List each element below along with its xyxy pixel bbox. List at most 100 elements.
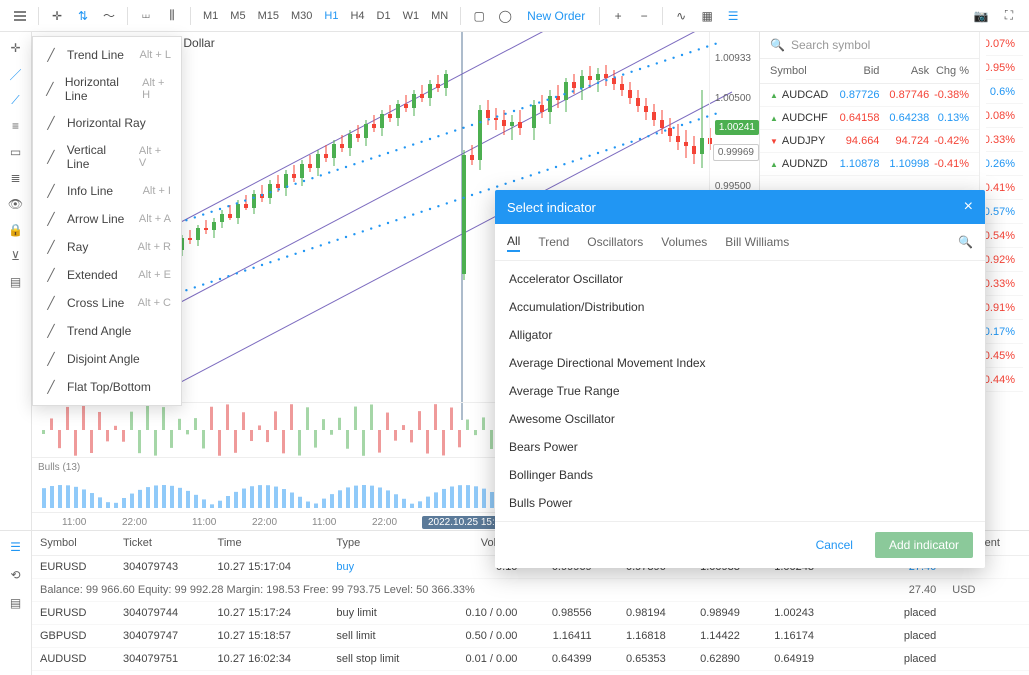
indicator-item[interactable]: Alligator	[495, 321, 985, 349]
box-icon[interactable]: ▢	[467, 4, 491, 28]
modal-tabs: All Trend Oscillators Volumes Bill Williams 🔍	[495, 224, 985, 261]
order-row[interactable]: AUDUSD30407975110.27 16:02:34sell stop l…	[32, 648, 1029, 671]
timeframe-H1[interactable]: H1	[318, 4, 344, 28]
line-item-cross[interactable]: ╱Cross LineAlt + C	[33, 289, 181, 317]
search-icon[interactable]: 🔍	[958, 235, 973, 249]
watchlist-header: Symbol Bid Ask Chg %	[760, 59, 979, 84]
list-view-icon[interactable]: ☰	[4, 535, 28, 559]
eye-tool-icon[interactable]: 👁	[4, 192, 28, 216]
timeframe-MN[interactable]: MN	[425, 4, 454, 28]
camera-icon[interactable]: 📷	[969, 4, 993, 28]
line-item-hline[interactable]: ╱Horizontal LineAlt + H	[33, 69, 181, 109]
tab-all[interactable]: All	[507, 232, 520, 252]
symbol-row[interactable]: ▼AUDJPY94.66494.724-0.42%	[760, 130, 979, 153]
line-item-hray[interactable]: ╱Horizontal Ray	[33, 109, 181, 137]
indicator-item[interactable]: Bears Power	[495, 433, 985, 461]
timeframe-H4[interactable]: H4	[344, 4, 370, 28]
line-item-ray[interactable]: ╱RayAlt + R	[33, 233, 181, 261]
chg-value: -0.33%	[986, 128, 1023, 152]
line-item-info[interactable]: ╱Info LineAlt + I	[33, 177, 181, 205]
ref-price-box: 0.99969	[713, 144, 759, 161]
text-tool-icon[interactable]: ≣	[4, 166, 28, 190]
list-icon[interactable]: ☰	[721, 4, 745, 28]
cancel-button[interactable]: Cancel	[802, 532, 867, 558]
bar-chart-icon[interactable]: ⏙	[134, 4, 158, 28]
indicator-item[interactable]: Accelerator Oscillator	[495, 265, 985, 293]
direction-icon: ▲	[770, 160, 778, 169]
timeframe-M30[interactable]: M30	[285, 4, 318, 28]
indicator-item[interactable]: Accumulation/Distribution	[495, 293, 985, 321]
minus-icon[interactable]: −	[632, 4, 656, 28]
line-tool-icon[interactable]: ⟋	[4, 88, 28, 112]
separator	[38, 7, 39, 25]
line-item-angle[interactable]: ╱Trend Angle	[33, 317, 181, 345]
add-indicator-button[interactable]: Add indicator	[875, 532, 973, 558]
timeframe-M5[interactable]: M5	[224, 4, 251, 28]
chg-value: -0.92%	[986, 248, 1023, 272]
tab-trend[interactable]: Trend	[538, 233, 569, 251]
indicator-item[interactable]: Bulls Power	[495, 489, 985, 517]
timeframe-M15[interactable]: M15	[252, 4, 285, 28]
separator	[460, 7, 461, 25]
search-placeholder: Search symbol	[791, 38, 870, 52]
line-item-disj[interactable]: ╱Disjoint Angle	[33, 345, 181, 373]
timeframe-W1[interactable]: W1	[397, 4, 426, 28]
trend-tool-icon[interactable]: ／	[4, 62, 28, 86]
timeframe-D1[interactable]: D1	[371, 4, 397, 28]
magnet-tool-icon[interactable]: ⊻	[4, 244, 28, 268]
line-chart-icon[interactable]: 〜	[97, 4, 121, 28]
line-item-trend[interactable]: ╱Trend LineAlt + L	[33, 41, 181, 69]
symbol-row[interactable]: ▲AUDCHF0.641580.642380.13%	[760, 107, 979, 130]
chg-value: -0.54%	[986, 224, 1023, 248]
indicator-item[interactable]: Bollinger Bands	[495, 461, 985, 489]
line-item-vline[interactable]: ╱Vertical LineAlt + V	[33, 137, 181, 177]
col-time: Time	[210, 531, 329, 556]
journal-icon[interactable]: ▤	[4, 591, 28, 615]
chg-value: -0.45%	[986, 344, 1023, 368]
new-order-button[interactable]: New Order	[519, 9, 593, 23]
tab-oscillators[interactable]: Oscillators	[587, 233, 643, 251]
symbol-row[interactable]: ▲AUDNZD1.108781.10998-0.41%	[760, 153, 979, 176]
search-symbol-input[interactable]: 🔍 Search symbol	[760, 32, 979, 59]
indicator-icon[interactable]: ∿	[669, 4, 693, 28]
timeframe-M1[interactable]: M1	[197, 4, 224, 28]
indicator-item[interactable]: Average Directional Movement Index	[495, 349, 985, 377]
volume-icon[interactable]: ⫼	[160, 4, 184, 28]
shapes-tool-icon[interactable]: ▭	[4, 140, 28, 164]
menu-icon[interactable]	[8, 4, 32, 28]
order-row[interactable]: EURUSD30407974410.27 15:17:24buy limit0.…	[32, 602, 1029, 625]
fullscreen-icon[interactable]: ⛶	[997, 4, 1021, 28]
chg-value: -0.08%	[986, 104, 1023, 128]
crosshair-icon[interactable]: ✛	[45, 4, 69, 28]
time-label: 22:00	[372, 517, 397, 528]
separator	[599, 7, 600, 25]
lock-tool-icon[interactable]: 🔒	[4, 218, 28, 242]
circle-icon[interactable]: ◯	[493, 4, 517, 28]
save-tool-icon[interactable]: ▤	[4, 270, 28, 294]
fib-tool-icon[interactable]: ≡	[4, 114, 28, 138]
cursor-tool-icon[interactable]: ✛	[4, 36, 28, 60]
calendar-icon[interactable]: ▦	[695, 4, 719, 28]
symbol-row[interactable]: ▲AUDCAD0.877260.87746-0.38%	[760, 84, 979, 107]
close-icon[interactable]: ×	[964, 198, 973, 216]
price-label: 1.00933	[711, 52, 755, 65]
search-icon: 🔍	[770, 38, 785, 52]
col-type: Type	[328, 531, 435, 556]
separator	[127, 7, 128, 25]
time-label: 11:00	[192, 517, 216, 528]
direction-icon: ▲	[770, 114, 778, 123]
order-row[interactable]: GBPUSD30407974710.27 15:18:57sell limit0…	[32, 625, 1029, 648]
line-item-flat[interactable]: ╱Flat Top/Bottom	[33, 373, 181, 401]
chg-value: 0.17%	[986, 320, 1023, 344]
candlestick-icon[interactable]: ⇅	[71, 4, 95, 28]
indicator-item[interactable]: Average True Range	[495, 377, 985, 405]
order-row[interactable]: USDCAD30407975210.27 16:03:02buy stop li…	[32, 671, 1029, 675]
cross-icon: ╱	[43, 295, 59, 311]
indicator-item[interactable]: Awesome Oscillator	[495, 405, 985, 433]
tab-bill-williams[interactable]: Bill Williams	[725, 233, 789, 251]
plus-icon[interactable]: +	[606, 4, 630, 28]
line-item-arrow[interactable]: ╱Arrow LineAlt + A	[33, 205, 181, 233]
tab-volumes[interactable]: Volumes	[661, 233, 707, 251]
line-item-ext[interactable]: ╱ExtendedAlt + E	[33, 261, 181, 289]
history-icon[interactable]: ⟲	[4, 563, 28, 587]
